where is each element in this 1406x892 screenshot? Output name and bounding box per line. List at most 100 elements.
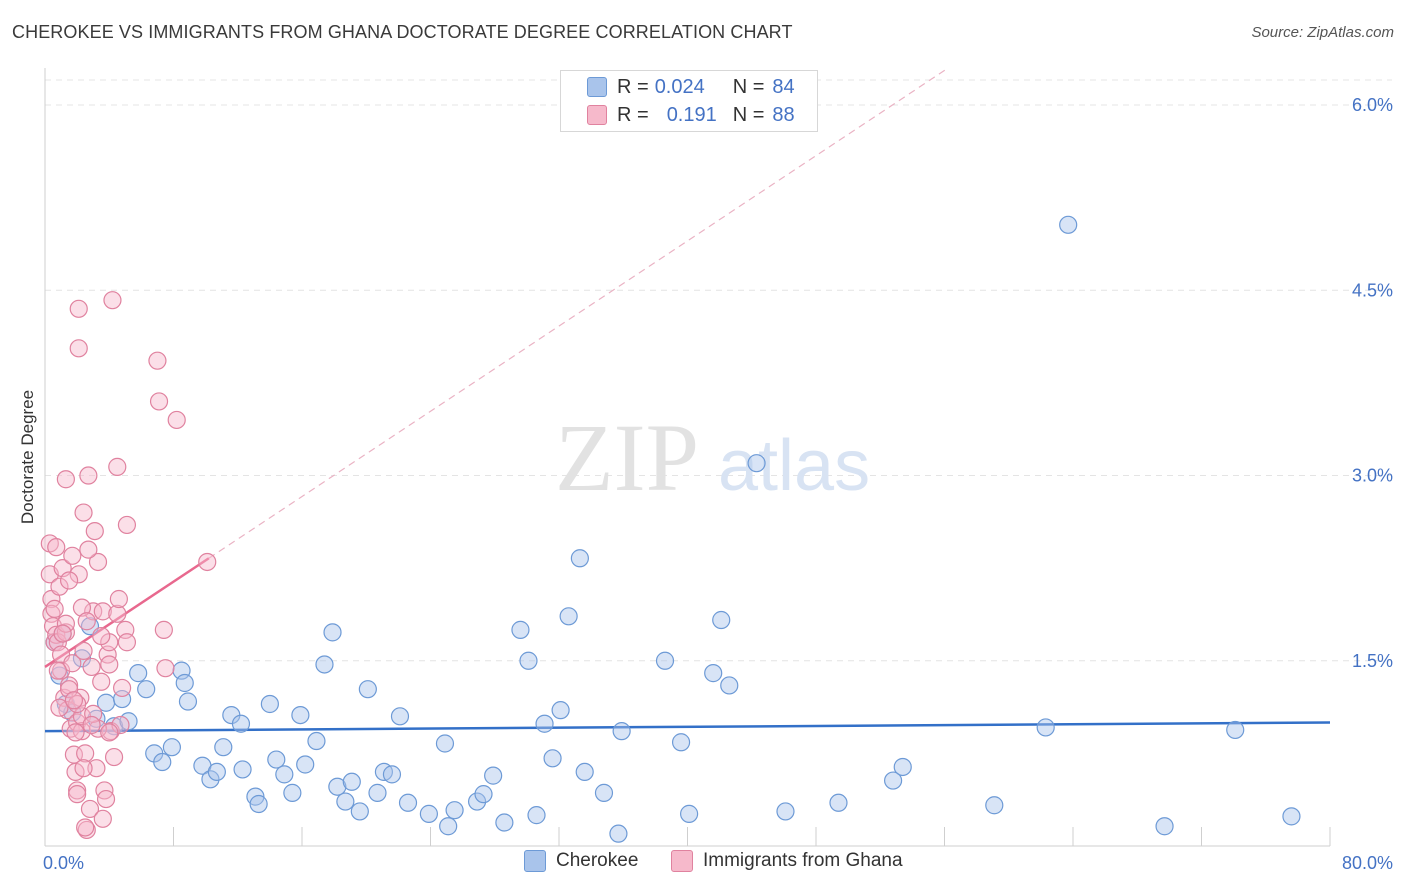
ghana-point — [79, 466, 98, 485]
cherokee-point — [575, 762, 594, 782]
ghana-point — [68, 785, 87, 804]
stats-legend: R = 0.024 N = 84 R = 0.191 N = 88 — [560, 70, 818, 132]
legend-r-label: R = — [617, 103, 649, 126]
cherokee-point — [1282, 807, 1301, 826]
ghana-point — [56, 614, 75, 633]
cherokee-point — [883, 771, 903, 790]
cherokee-point — [398, 793, 418, 812]
x-tick-label: 80.0% — [1342, 853, 1393, 873]
cherokee-point — [1226, 720, 1245, 740]
ghana-point — [167, 410, 186, 430]
legend-row-ghana: R = 0.191 N = 88 — [587, 101, 795, 129]
ghana-point — [88, 552, 108, 572]
ghana-point — [53, 624, 72, 643]
cherokee-point — [231, 714, 251, 733]
ghana-point — [100, 723, 119, 742]
cherokee-point — [201, 770, 220, 789]
series-label-cherokee: Cherokee — [556, 850, 639, 871]
ghana-point — [50, 577, 69, 596]
ghana-point — [148, 351, 167, 370]
y-tick-label: 4.5% — [1352, 280, 1393, 300]
cherokee-point — [747, 454, 766, 473]
ghana-point — [59, 571, 79, 590]
ghana-point — [47, 538, 66, 557]
ghana-point — [93, 602, 112, 621]
ghana-point — [48, 661, 67, 680]
cherokee-point — [435, 734, 455, 753]
cherokee-point — [153, 752, 172, 772]
ghana-point — [103, 291, 122, 310]
cherokee-point — [484, 766, 503, 785]
watermark: ZIP atlas — [555, 404, 870, 511]
cherokee-point — [519, 651, 538, 670]
y-tick-label: 1.5% — [1352, 651, 1393, 671]
cherokee-point — [291, 705, 310, 725]
cherokee-point — [570, 549, 589, 568]
series-legend-cherokee[interactable]: Cherokee — [524, 850, 638, 872]
cherokee-point — [233, 760, 252, 779]
cherokee-point — [495, 813, 514, 832]
ghana-point — [56, 470, 75, 489]
ghana-point — [74, 641, 93, 660]
ghana-point — [92, 672, 111, 691]
cherokee-point — [267, 750, 286, 769]
cherokee-point — [207, 762, 226, 782]
ghana-point — [84, 602, 103, 621]
cherokee-point — [315, 655, 334, 674]
ghana-point — [96, 789, 116, 809]
y-tick-label: 6.0% — [1352, 95, 1393, 115]
y-tick-label: 3.0% — [1352, 466, 1393, 486]
cherokee-point — [162, 738, 181, 757]
ghana-point — [149, 392, 169, 411]
cherokee-point — [594, 783, 614, 802]
ghana-point — [109, 589, 128, 609]
cherokee-point — [829, 793, 848, 812]
ghana-point — [63, 654, 82, 673]
legend-r-value: 0.024 — [654, 75, 705, 98]
cherokee-point — [474, 785, 493, 804]
watermark-atlas: atlas — [718, 426, 870, 506]
legend-n-value: 84 — [772, 75, 795, 98]
cherokee-point — [445, 801, 464, 820]
legend-swatch-cherokee — [587, 77, 607, 97]
ghana-trend-line — [44, 557, 210, 668]
cherokee-point — [296, 755, 315, 774]
cherokee-point — [704, 664, 723, 683]
cherokee-point — [350, 802, 369, 821]
cherokee-point — [511, 620, 530, 639]
ghana-point — [74, 759, 93, 778]
legend-r-value: 0.191 — [666, 103, 717, 126]
ghana-point — [108, 457, 127, 476]
series-label-ghana: Immigrants from Ghana — [703, 850, 903, 871]
ghana-point — [80, 799, 100, 819]
cherokee-point — [283, 783, 302, 802]
series-legend-ghana[interactable]: Immigrants from Ghana — [671, 850, 903, 872]
series-legend: Cherokee Immigrants from Ghana — [0, 850, 1406, 878]
cherokee-point — [1059, 215, 1078, 234]
cherokee-point — [307, 731, 326, 751]
cherokee-point — [249, 794, 268, 814]
source-credit: Source: ZipAtlas.com — [1251, 24, 1394, 41]
ghana-point — [111, 715, 130, 735]
cherokee-point — [535, 714, 554, 733]
ghana-point — [63, 546, 82, 565]
cherokee-point — [467, 792, 487, 811]
cherokee-point — [439, 817, 458, 836]
ghana-point — [76, 818, 95, 837]
series-swatch-cherokee — [524, 850, 546, 872]
cherokee-point — [527, 806, 546, 825]
cherokee-point — [671, 733, 691, 752]
ghana-point — [92, 626, 111, 646]
ghana-point — [112, 678, 132, 698]
cherokee-point — [323, 623, 342, 642]
legend-row-cherokee: R = 0.024 N = 84 — [587, 73, 795, 101]
cherokee-point — [382, 765, 402, 784]
ghana-point — [117, 515, 137, 535]
legend-r-label: R = — [617, 75, 649, 98]
cherokee-point — [720, 676, 739, 695]
ghana-point — [74, 503, 93, 522]
cherokee-point — [712, 610, 731, 630]
ghana-point — [100, 655, 119, 674]
legend-n-label: N = — [732, 103, 765, 126]
ghana-point — [82, 657, 101, 677]
